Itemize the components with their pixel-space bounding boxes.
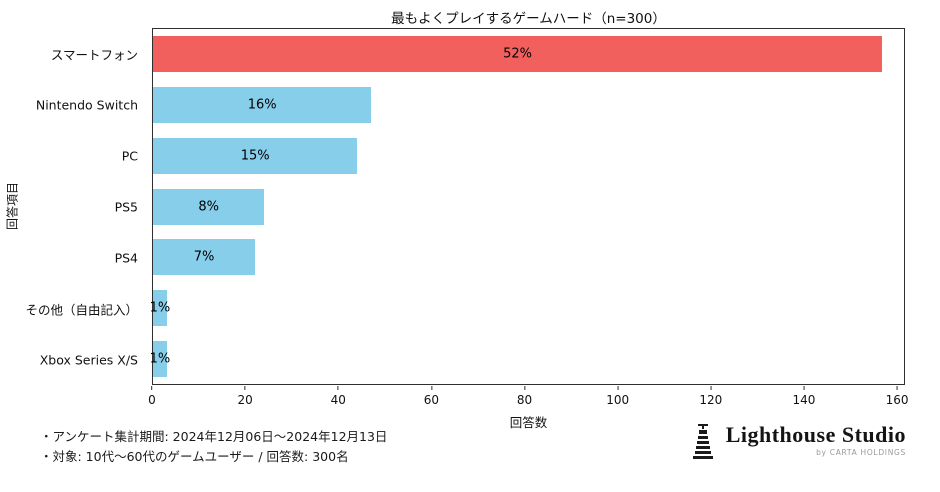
bar-value-label: 52% (503, 46, 533, 62)
x-tick-mark (896, 386, 898, 390)
bar: 7% (153, 239, 256, 276)
x-tick-mark (151, 386, 153, 390)
x-tick: 160 (886, 386, 909, 407)
bar-value-label: 1% (149, 300, 171, 316)
x-tick: 100 (606, 386, 629, 407)
bar-row: 16% (153, 80, 904, 131)
bar: 8% (153, 188, 265, 225)
bar-row: 52% (153, 29, 904, 80)
y-tick-label: その他（自由記入） (25, 302, 138, 317)
x-tick-value: 100 (606, 393, 630, 407)
bar-value-label: 1% (149, 351, 171, 367)
logo-name: Lighthouse Studio (725, 422, 906, 447)
bar: 1% (150, 340, 170, 377)
bar: 15% (153, 137, 358, 174)
x-tick-mark (430, 386, 432, 390)
x-tick: 20 (237, 386, 253, 407)
bar-value-label: 15% (240, 148, 270, 164)
bar: 16% (153, 87, 372, 124)
x-tick-mark (803, 386, 805, 390)
y-tick-label: Nintendo Switch (35, 97, 138, 112)
x-tick-value: 160 (885, 393, 909, 407)
lighthouse-icon (690, 424, 716, 464)
bar: 1% (150, 289, 170, 326)
x-tick-value: 140 (792, 393, 816, 407)
x-tick: 40 (331, 386, 346, 407)
x-tick: 140 (792, 386, 815, 407)
x-tick: 60 (424, 386, 439, 407)
x-axis-label: 回答数 (509, 415, 548, 430)
x-tick-value: 60 (423, 393, 440, 407)
x-tick-mark (617, 386, 619, 390)
lighthouse-studio-logo: Lighthouse Studio by CARTA HOLDINGS (690, 422, 906, 464)
bar-row: 8% (153, 181, 904, 232)
x-tick-value: 80 (516, 393, 533, 407)
bar-row: 1% (150, 283, 904, 334)
y-tick-label: PC (121, 148, 138, 163)
bar-row: 1% (150, 333, 904, 384)
x-tick-labels: 0 20 40 60 80 100 120 140 160 (148, 386, 909, 412)
x-tick-value: 20 (237, 393, 253, 407)
bar-value-label: 8% (198, 199, 220, 215)
y-tick-labels: スマートフォン Nintendo Switch PC PS5 PS4 その他（自由記入） X… (0, 28, 146, 385)
y-tick-label: PS5 (114, 199, 138, 214)
survey-note-target: ・対象: 10代〜60代のゲームユーザー / 回答数: 300名 (40, 449, 349, 464)
x-tick-mark (337, 386, 339, 390)
survey-notes: ・アンケート集計期間: 2024年12月06日〜2024年12月13日 ・対象:… (40, 427, 387, 467)
x-tick-mark (244, 386, 246, 390)
x-tick-value: 120 (699, 393, 723, 407)
bar-row: 15% (153, 130, 904, 181)
bar-value-label: 7% (193, 249, 215, 265)
logo-subtitle: by CARTA HOLDINGS (816, 448, 906, 458)
x-tick-value: 0 (148, 393, 156, 407)
x-tick-mark (524, 386, 526, 390)
logo-text: Lighthouse Studio by CARTA HOLDINGS (725, 422, 906, 458)
survey-note-period: ・アンケート集計期間: 2024年12月06日〜2024年12月13日 (40, 429, 388, 444)
y-tick-label: PS4 (114, 250, 138, 265)
bar: 52% (153, 36, 883, 73)
bar-value-label: 16% (247, 97, 277, 113)
x-tick: 0 (148, 386, 156, 407)
x-tick-value: 40 (330, 393, 346, 407)
plot-area: 52% 16% 15% 8% 7% 1% 1% (150, 28, 905, 385)
x-tick: 80 (517, 386, 532, 407)
x-tick: 120 (699, 386, 722, 407)
chart-title: 最もよくプレイするゲームハード（n=300） (391, 11, 666, 27)
y-tick-label: Xbox Series X/S (39, 352, 138, 367)
x-tick-mark (710, 386, 712, 390)
bar-row: 7% (153, 232, 904, 283)
y-tick-label: スマートフォン (50, 47, 138, 62)
